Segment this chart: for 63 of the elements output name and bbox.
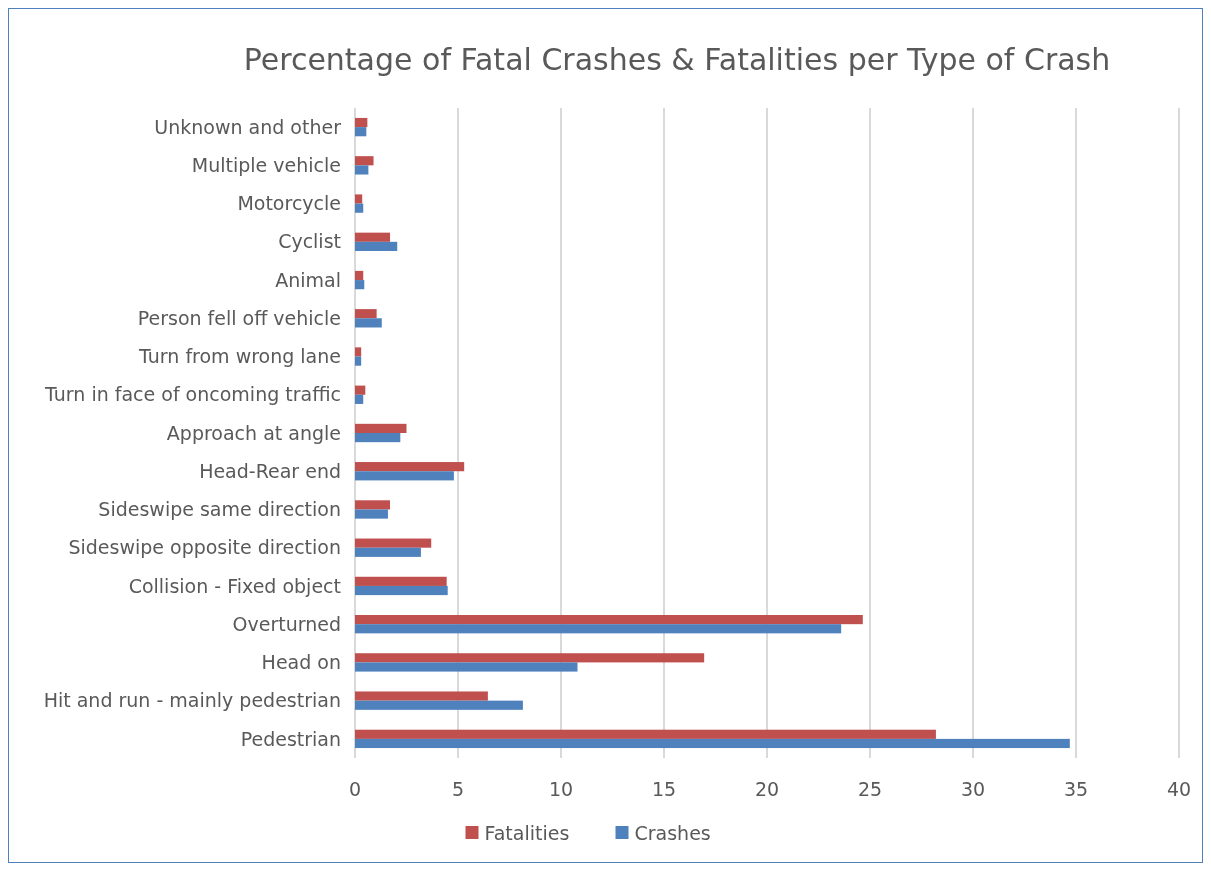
bar bbox=[355, 662, 578, 672]
chart-title: Percentage of Fatal Crashes & Fatalities per Type of Crash bbox=[243, 42, 1111, 77]
y-tick-label: Head on bbox=[261, 651, 341, 674]
y-tick-label: Pedestrian bbox=[240, 727, 341, 750]
bar bbox=[355, 156, 374, 166]
y-tick-label: Turn in face of oncoming traffic bbox=[44, 383, 341, 406]
bar bbox=[355, 500, 391, 510]
x-tick-label: 5 bbox=[451, 778, 465, 800]
bar bbox=[355, 423, 407, 433]
y-tick-label: Approach at angle bbox=[166, 421, 341, 444]
bar bbox=[355, 653, 705, 663]
bar bbox=[355, 729, 936, 739]
bar bbox=[355, 509, 388, 519]
bar bbox=[355, 280, 365, 290]
bar bbox=[355, 318, 382, 328]
y-tick-label: Unknown and other bbox=[154, 115, 342, 138]
legend-label: Crashes bbox=[634, 821, 711, 844]
bar bbox=[355, 117, 368, 128]
x-tick-label: 25 bbox=[857, 778, 883, 800]
bar bbox=[355, 538, 432, 548]
legend-label: Fatalities bbox=[484, 821, 570, 844]
y-tick-label: Sideswipe same direction bbox=[98, 498, 341, 521]
y-tick-label: Cyclist bbox=[278, 230, 341, 253]
bar bbox=[355, 347, 362, 357]
bar bbox=[355, 127, 367, 137]
bar bbox=[355, 615, 863, 625]
y-tick-label: Animal bbox=[275, 268, 341, 291]
x-tick-label: 10 bbox=[548, 778, 574, 800]
bar bbox=[355, 385, 366, 395]
x-tick-label: 40 bbox=[1166, 778, 1192, 800]
bar bbox=[355, 471, 454, 481]
bar bbox=[355, 194, 363, 204]
bar bbox=[355, 165, 369, 175]
bar bbox=[355, 270, 364, 281]
bar bbox=[355, 203, 364, 213]
bar bbox=[355, 241, 398, 251]
bar bbox=[355, 356, 362, 366]
y-tick-label: Multiple vehicle bbox=[191, 154, 341, 176]
bar bbox=[355, 691, 488, 701]
y-tick-label: Person fell off vehicle bbox=[137, 306, 341, 329]
bar bbox=[355, 700, 523, 710]
bar bbox=[355, 624, 842, 634]
bar bbox=[355, 547, 421, 557]
x-tick-label: 30 bbox=[960, 778, 986, 800]
y-tick-label: Sideswipe opposite direction bbox=[68, 536, 341, 559]
bar bbox=[355, 394, 364, 404]
y-tick-label: Motorcycle bbox=[237, 192, 341, 215]
y-tick-label: Collision - Fixed object bbox=[128, 574, 341, 597]
bar bbox=[355, 232, 391, 242]
x-tick-label: 35 bbox=[1063, 778, 1089, 800]
x-tick-label: 15 bbox=[651, 778, 677, 800]
bar bbox=[355, 738, 1070, 749]
y-tick-label: Overturned bbox=[232, 612, 341, 635]
y-tick-label: Head-Rear end bbox=[199, 459, 341, 482]
bar bbox=[355, 433, 401, 443]
bar bbox=[355, 585, 448, 596]
bar bbox=[355, 576, 447, 586]
y-tick-label: Turn from wrong lane bbox=[138, 345, 341, 368]
bar bbox=[355, 309, 377, 319]
x-tick-label: 20 bbox=[754, 778, 780, 800]
bar bbox=[355, 462, 465, 472]
y-tick-label: Hit and run - mainly pedestrian bbox=[43, 689, 341, 712]
x-tick-label: 0 bbox=[348, 778, 362, 800]
